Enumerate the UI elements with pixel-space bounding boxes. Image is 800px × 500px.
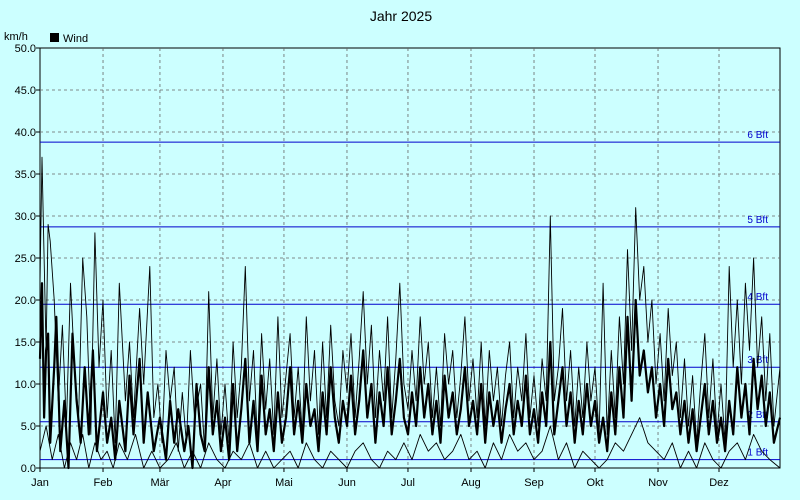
series-line-wind — [38, 282, 782, 470]
y-tick-label: 5.0 — [21, 421, 36, 433]
x-tick-label: Apr — [214, 477, 231, 489]
y-tick-label: 10.0 — [15, 379, 36, 391]
y-tick-label: 0.0 — [21, 463, 36, 475]
y-tick-label: 20.0 — [15, 295, 36, 307]
x-tick-label: Jan — [31, 477, 49, 489]
x-axis-ticks: Jan Feb Mär Apr Mai Jun Jul Aug Sep Okt Nov Dez — [31, 468, 729, 489]
beaufort-label: 1 Bft — [747, 448, 768, 459]
x-tick-label: Feb — [94, 477, 113, 489]
grid — [40, 48, 780, 468]
legend-label: Wind — [63, 33, 88, 45]
y-tick-label: 50.0 — [15, 43, 36, 55]
beaufort-label: 6 Bft — [747, 130, 768, 141]
y-tick-label: 45.0 — [15, 85, 36, 97]
y-tick-label: 35.0 — [15, 169, 36, 181]
beaufort-label: 2 Bft — [747, 410, 768, 421]
beaufort-label: 4 Bft — [747, 292, 768, 303]
y-tick-label: 25.0 — [15, 253, 36, 265]
legend: Wind — [50, 33, 88, 45]
x-tick-label: Jun — [338, 477, 356, 489]
y-tick-label: 15.0 — [15, 337, 36, 349]
series-line-wind-range — [39, 156, 781, 452]
y-tick-label: 30.0 — [15, 211, 36, 223]
chart-title: Jahr 2025 — [370, 8, 432, 24]
x-tick-label: Nov — [648, 477, 668, 489]
beaufort-label: 5 Bft — [747, 215, 768, 226]
y-tick-label: 40.0 — [15, 127, 36, 139]
y-axis-ticks: 0.0 5.0 10.0 15.0 20.0 25.0 30.0 35.0 40.0 45.0 50… — [15, 43, 40, 475]
series-line-wind-range — [39, 417, 781, 469]
legend-swatch — [50, 33, 59, 42]
x-tick-label: Sep — [524, 477, 544, 489]
series — [38, 156, 782, 470]
x-tick-label: Okt — [586, 477, 603, 489]
x-tick-label: Aug — [461, 477, 481, 489]
x-tick-label: Jul — [401, 477, 415, 489]
x-tick-label: Mai — [275, 477, 293, 489]
x-tick-label: Dez — [709, 477, 729, 489]
y-axis-label: km/h — [4, 31, 28, 43]
x-tick-label: Mär — [150, 477, 169, 489]
